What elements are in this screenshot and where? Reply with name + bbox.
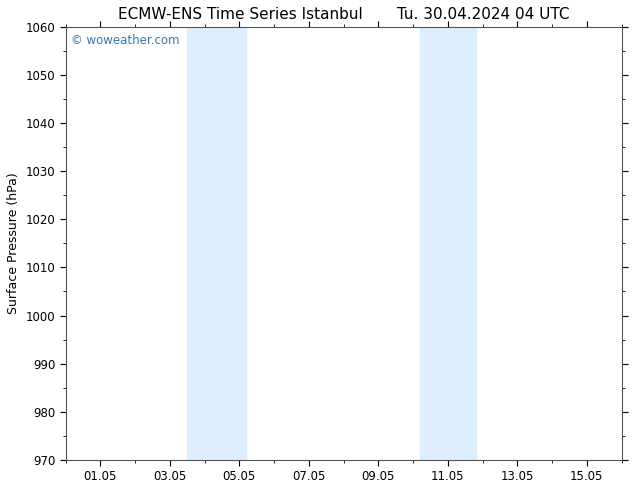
Y-axis label: Surface Pressure (hPa): Surface Pressure (hPa): [7, 172, 20, 314]
Title: ECMW-ENS Time Series Istanbul       Tu. 30.04.2024 04 UTC: ECMW-ENS Time Series Istanbul Tu. 30.04.…: [118, 7, 569, 22]
Bar: [448, 27, 476, 460]
Bar: [420, 27, 448, 460]
Bar: [215, 27, 247, 460]
Bar: [187, 27, 215, 460]
Text: © woweather.com: © woweather.com: [71, 34, 179, 47]
